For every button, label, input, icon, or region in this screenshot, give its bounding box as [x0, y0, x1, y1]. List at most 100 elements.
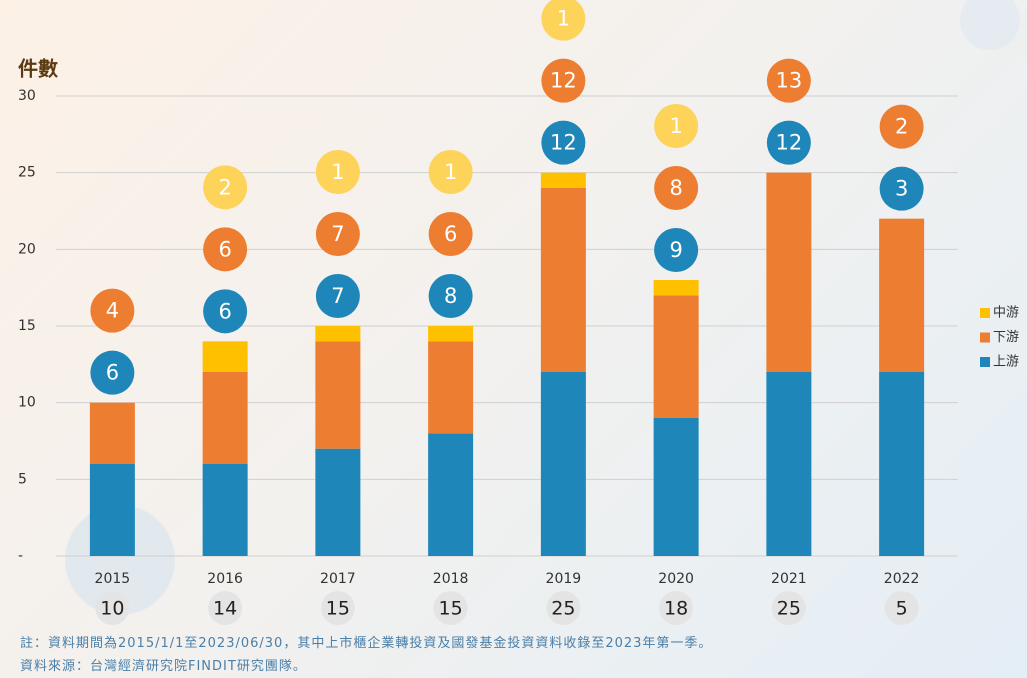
y-tick-label: 15 — [18, 318, 36, 334]
bar-segment — [653, 418, 699, 556]
label-bubble — [428, 150, 473, 194]
bar-segment — [540, 172, 586, 188]
label-bubble — [203, 165, 248, 210]
label-bubble — [315, 212, 360, 256]
data-label: 1 — [331, 160, 344, 184]
data-label: 12 — [776, 131, 803, 155]
data-label: 6 — [218, 299, 231, 323]
total-label: 25 — [551, 598, 575, 620]
bar-segment — [540, 372, 586, 556]
label-bubble — [90, 350, 135, 395]
data-label: 6 — [218, 237, 231, 261]
total-label: 15 — [439, 598, 463, 620]
x-tick-label: 2020 — [658, 571, 694, 587]
legend-label: 下游 — [993, 330, 1019, 345]
data-label: 4 — [106, 299, 119, 323]
x-tick-label: 2021 — [771, 571, 807, 587]
note: 註：資料期間為2015/1/1至2023/06/30，其中上市櫃企業轉投資及國發… — [20, 636, 713, 651]
label-bubble — [654, 228, 699, 272]
x-tick-label: 2018 — [433, 571, 469, 587]
y-tick-label: 20 — [18, 241, 36, 257]
total-bubble — [546, 591, 581, 625]
label-bubble — [315, 274, 360, 318]
x-tick-label: 2015 — [95, 571, 131, 587]
legend-label: 上游 — [993, 355, 1019, 370]
bar-segment — [202, 372, 248, 464]
bar-segment — [428, 433, 474, 556]
data-label: 3 — [895, 177, 908, 201]
label-bubble — [315, 150, 360, 194]
data-label: 1 — [557, 7, 570, 31]
data-label: 8 — [669, 176, 682, 200]
axis-title: 件數 — [18, 57, 58, 81]
label-bubble — [879, 104, 924, 149]
data-label: 13 — [776, 69, 803, 93]
data-label: 8 — [444, 284, 457, 308]
total-label: 14 — [213, 598, 237, 620]
data-label: 2 — [895, 115, 908, 139]
y-tick-label: 5 — [18, 471, 27, 487]
bar-segment — [540, 188, 586, 372]
bar-segment — [315, 326, 361, 342]
data-label: 1 — [669, 114, 682, 138]
label-bubble — [90, 288, 135, 333]
bar-segment — [879, 218, 925, 372]
data-label: 12 — [550, 131, 577, 155]
y-tick-label: 25 — [18, 165, 36, 181]
data-label: 2 — [218, 175, 231, 199]
label-bubble — [541, 0, 586, 41]
data-label: 1 — [444, 160, 457, 184]
total-bubble — [884, 591, 919, 625]
total-bubble — [433, 591, 468, 625]
bar-segment — [428, 341, 474, 434]
bar-segment — [766, 372, 812, 556]
total-bubble — [208, 591, 243, 625]
data-label: 6 — [444, 222, 457, 246]
data-label: 12 — [550, 69, 577, 93]
label-bubble — [766, 58, 811, 103]
data-label: 7 — [331, 222, 344, 246]
total-label: 10 — [100, 598, 124, 620]
label-bubble — [654, 166, 699, 210]
data-label: 9 — [669, 238, 682, 262]
bar-segment — [879, 372, 925, 556]
note: 資料來源：台灣經濟研究院FINDIT研究團隊。 — [20, 659, 307, 674]
y-tick-label: - — [18, 548, 23, 564]
bar-segment — [653, 280, 699, 296]
data-label: 7 — [331, 284, 344, 308]
label-bubble — [541, 58, 586, 103]
bar-segment — [315, 448, 361, 556]
bar-segment — [428, 326, 474, 342]
total-bubble — [95, 591, 130, 625]
label-bubble — [541, 120, 586, 165]
total-label: 15 — [326, 598, 350, 620]
label-bubble — [654, 104, 699, 148]
bar-segment — [766, 172, 812, 372]
total-bubble — [771, 591, 806, 625]
label-bubble — [879, 166, 924, 211]
label-bubble — [428, 212, 473, 256]
bar-segment — [89, 402, 135, 464]
label-bubble — [203, 289, 248, 334]
decoration — [960, 0, 1020, 50]
bar-segment — [315, 341, 361, 449]
legend-label: 中游 — [993, 306, 1019, 321]
bar-segment — [89, 464, 135, 556]
label-bubble — [766, 120, 811, 165]
data-label: 6 — [106, 361, 119, 385]
total-bubble — [659, 591, 694, 625]
total-label: 18 — [664, 598, 688, 620]
y-tick-label: 10 — [18, 395, 36, 411]
x-tick-label: 2017 — [320, 571, 356, 587]
label-bubble — [428, 274, 473, 318]
label-bubble — [203, 227, 248, 272]
bar-segment — [202, 464, 248, 556]
legend-swatch — [980, 357, 990, 367]
total-label: 25 — [777, 598, 801, 620]
total-label: 5 — [896, 598, 908, 620]
x-tick-label: 2022 — [884, 571, 920, 587]
bar-segment — [653, 295, 699, 418]
x-tick-label: 2016 — [207, 571, 243, 587]
